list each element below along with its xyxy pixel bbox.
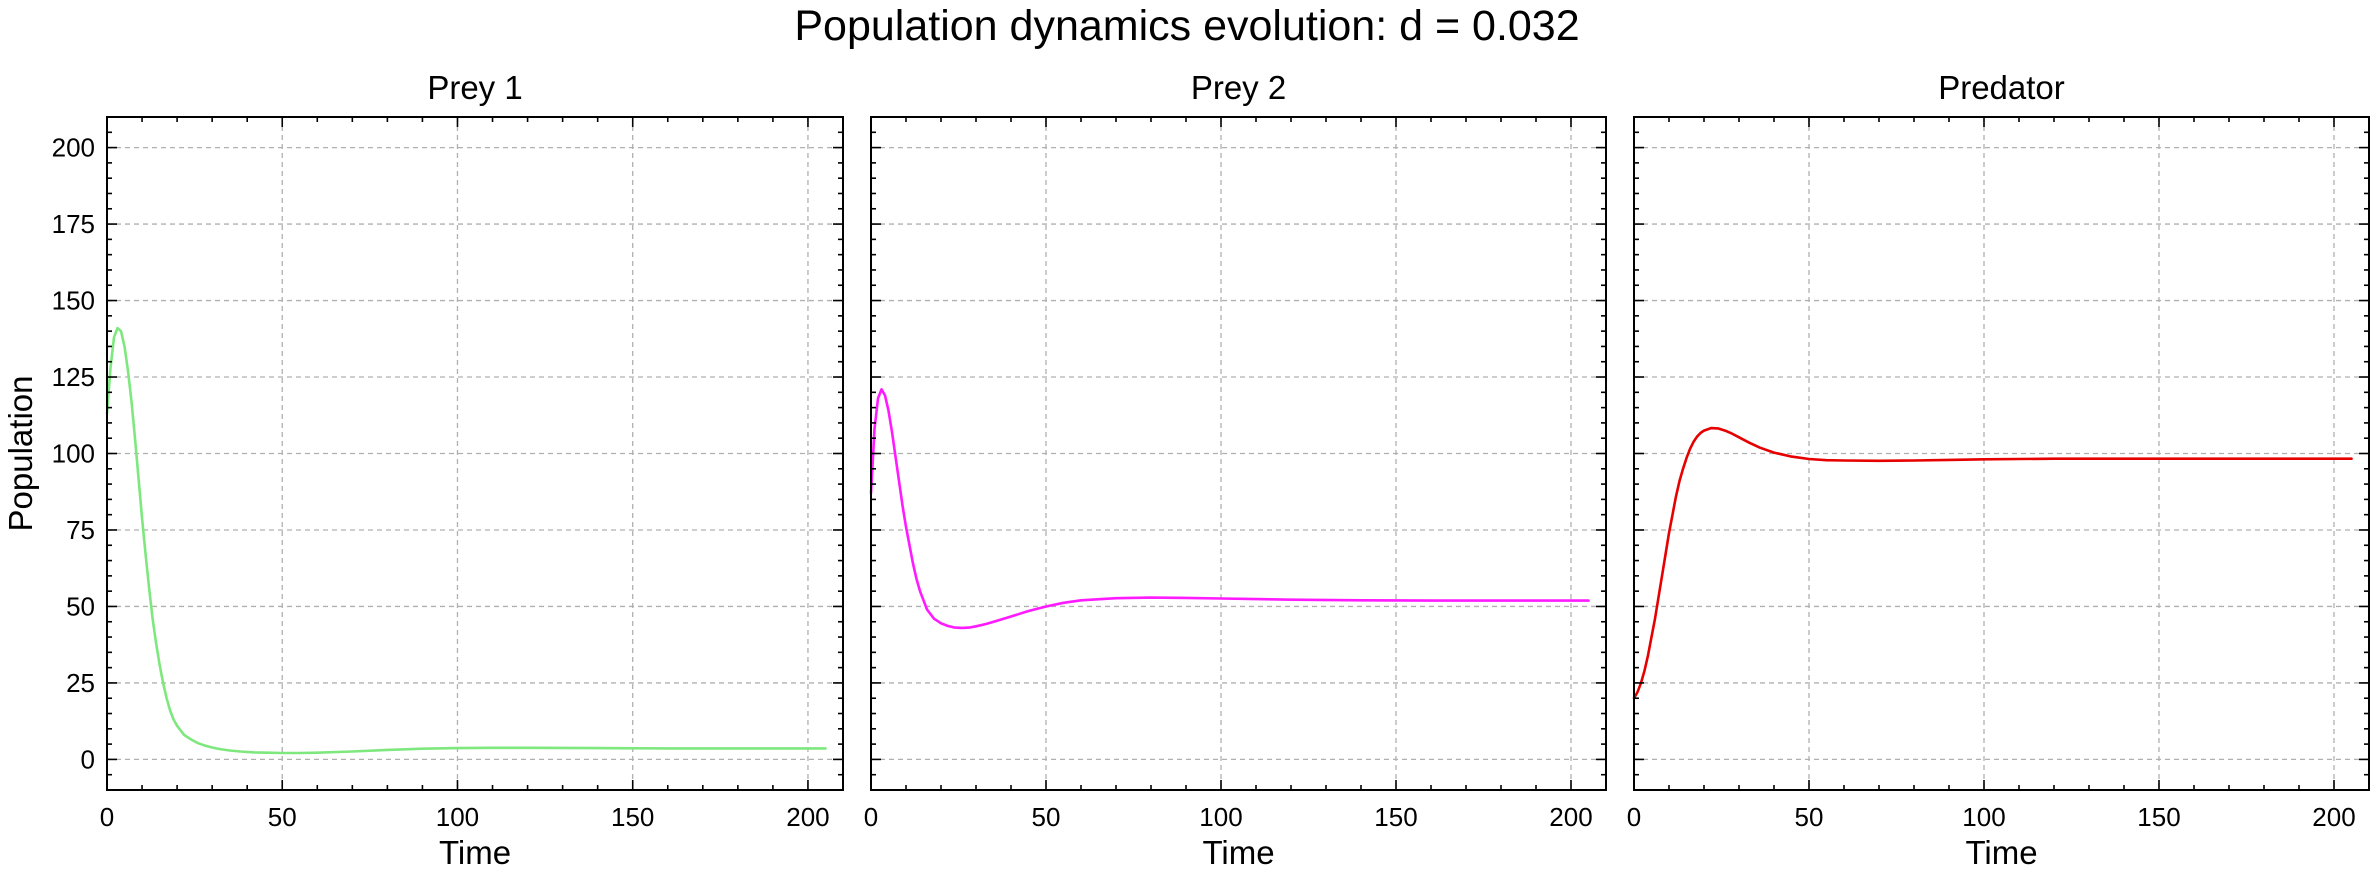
- subplot-title: Prey 1: [427, 69, 522, 106]
- x-tick-label: 100: [1199, 802, 1242, 832]
- x-tick-label: 200: [2312, 802, 2355, 832]
- series-line-3-1: [1632, 426, 2353, 700]
- x-axis-label: Time: [1965, 834, 2037, 871]
- subplot-grid: 0 50 100 150 200 0 25 50 75 100 125 150 175 200 Prey 1…: [2, 69, 2370, 871]
- y-tick-label: 75: [66, 515, 95, 545]
- y-tick-label: 0: [81, 744, 95, 774]
- x-tick-label: 150: [611, 802, 654, 832]
- x-tick-label: 100: [1962, 802, 2005, 832]
- subplot-3: 0 50 100 150 200 Predator Time: [1627, 69, 2370, 871]
- subplot-title: Predator: [1938, 69, 2065, 106]
- y-tick-label: 200: [52, 133, 95, 163]
- x-tick-label: 200: [1549, 802, 1592, 832]
- x-tick-label: 0: [100, 802, 114, 832]
- x-tick-label: 0: [864, 802, 878, 832]
- y-tick-label: 175: [52, 209, 95, 239]
- x-tick-label: 0: [1627, 802, 1641, 832]
- series-line-1-1: [105, 326, 827, 755]
- y-tick-label: 125: [52, 362, 95, 392]
- x-tick-label: 150: [1374, 802, 1417, 832]
- y-tick-label: 50: [66, 591, 95, 621]
- subplot-2: 0 50 100 150 200 Prey 2 Time: [864, 69, 1607, 871]
- y-tick-label: 100: [52, 439, 95, 469]
- y-tick-label: 150: [52, 286, 95, 316]
- x-axis-label: Time: [439, 834, 511, 871]
- y-axis-label: Population: [2, 376, 39, 532]
- x-tick-label: 100: [436, 802, 479, 832]
- x-tick-label: 150: [2137, 802, 2180, 832]
- subplot-title: Prey 2: [1191, 69, 1286, 106]
- series-line-2-1: [869, 388, 1590, 630]
- x-tick-label: 50: [1795, 802, 1824, 832]
- y-tick-label: 25: [66, 668, 95, 698]
- x-tick-label: 50: [1032, 802, 1061, 832]
- x-tick-label: 50: [268, 802, 297, 832]
- x-axis-label: Time: [1202, 834, 1274, 871]
- x-tick-label: 200: [786, 802, 829, 832]
- figure-title: Population dynamics evolution: d = 0.032: [794, 2, 1579, 50]
- subplot-1: 0 50 100 150 200 0 25 50 75 100 125 150 175 200 Prey 1…: [2, 69, 844, 871]
